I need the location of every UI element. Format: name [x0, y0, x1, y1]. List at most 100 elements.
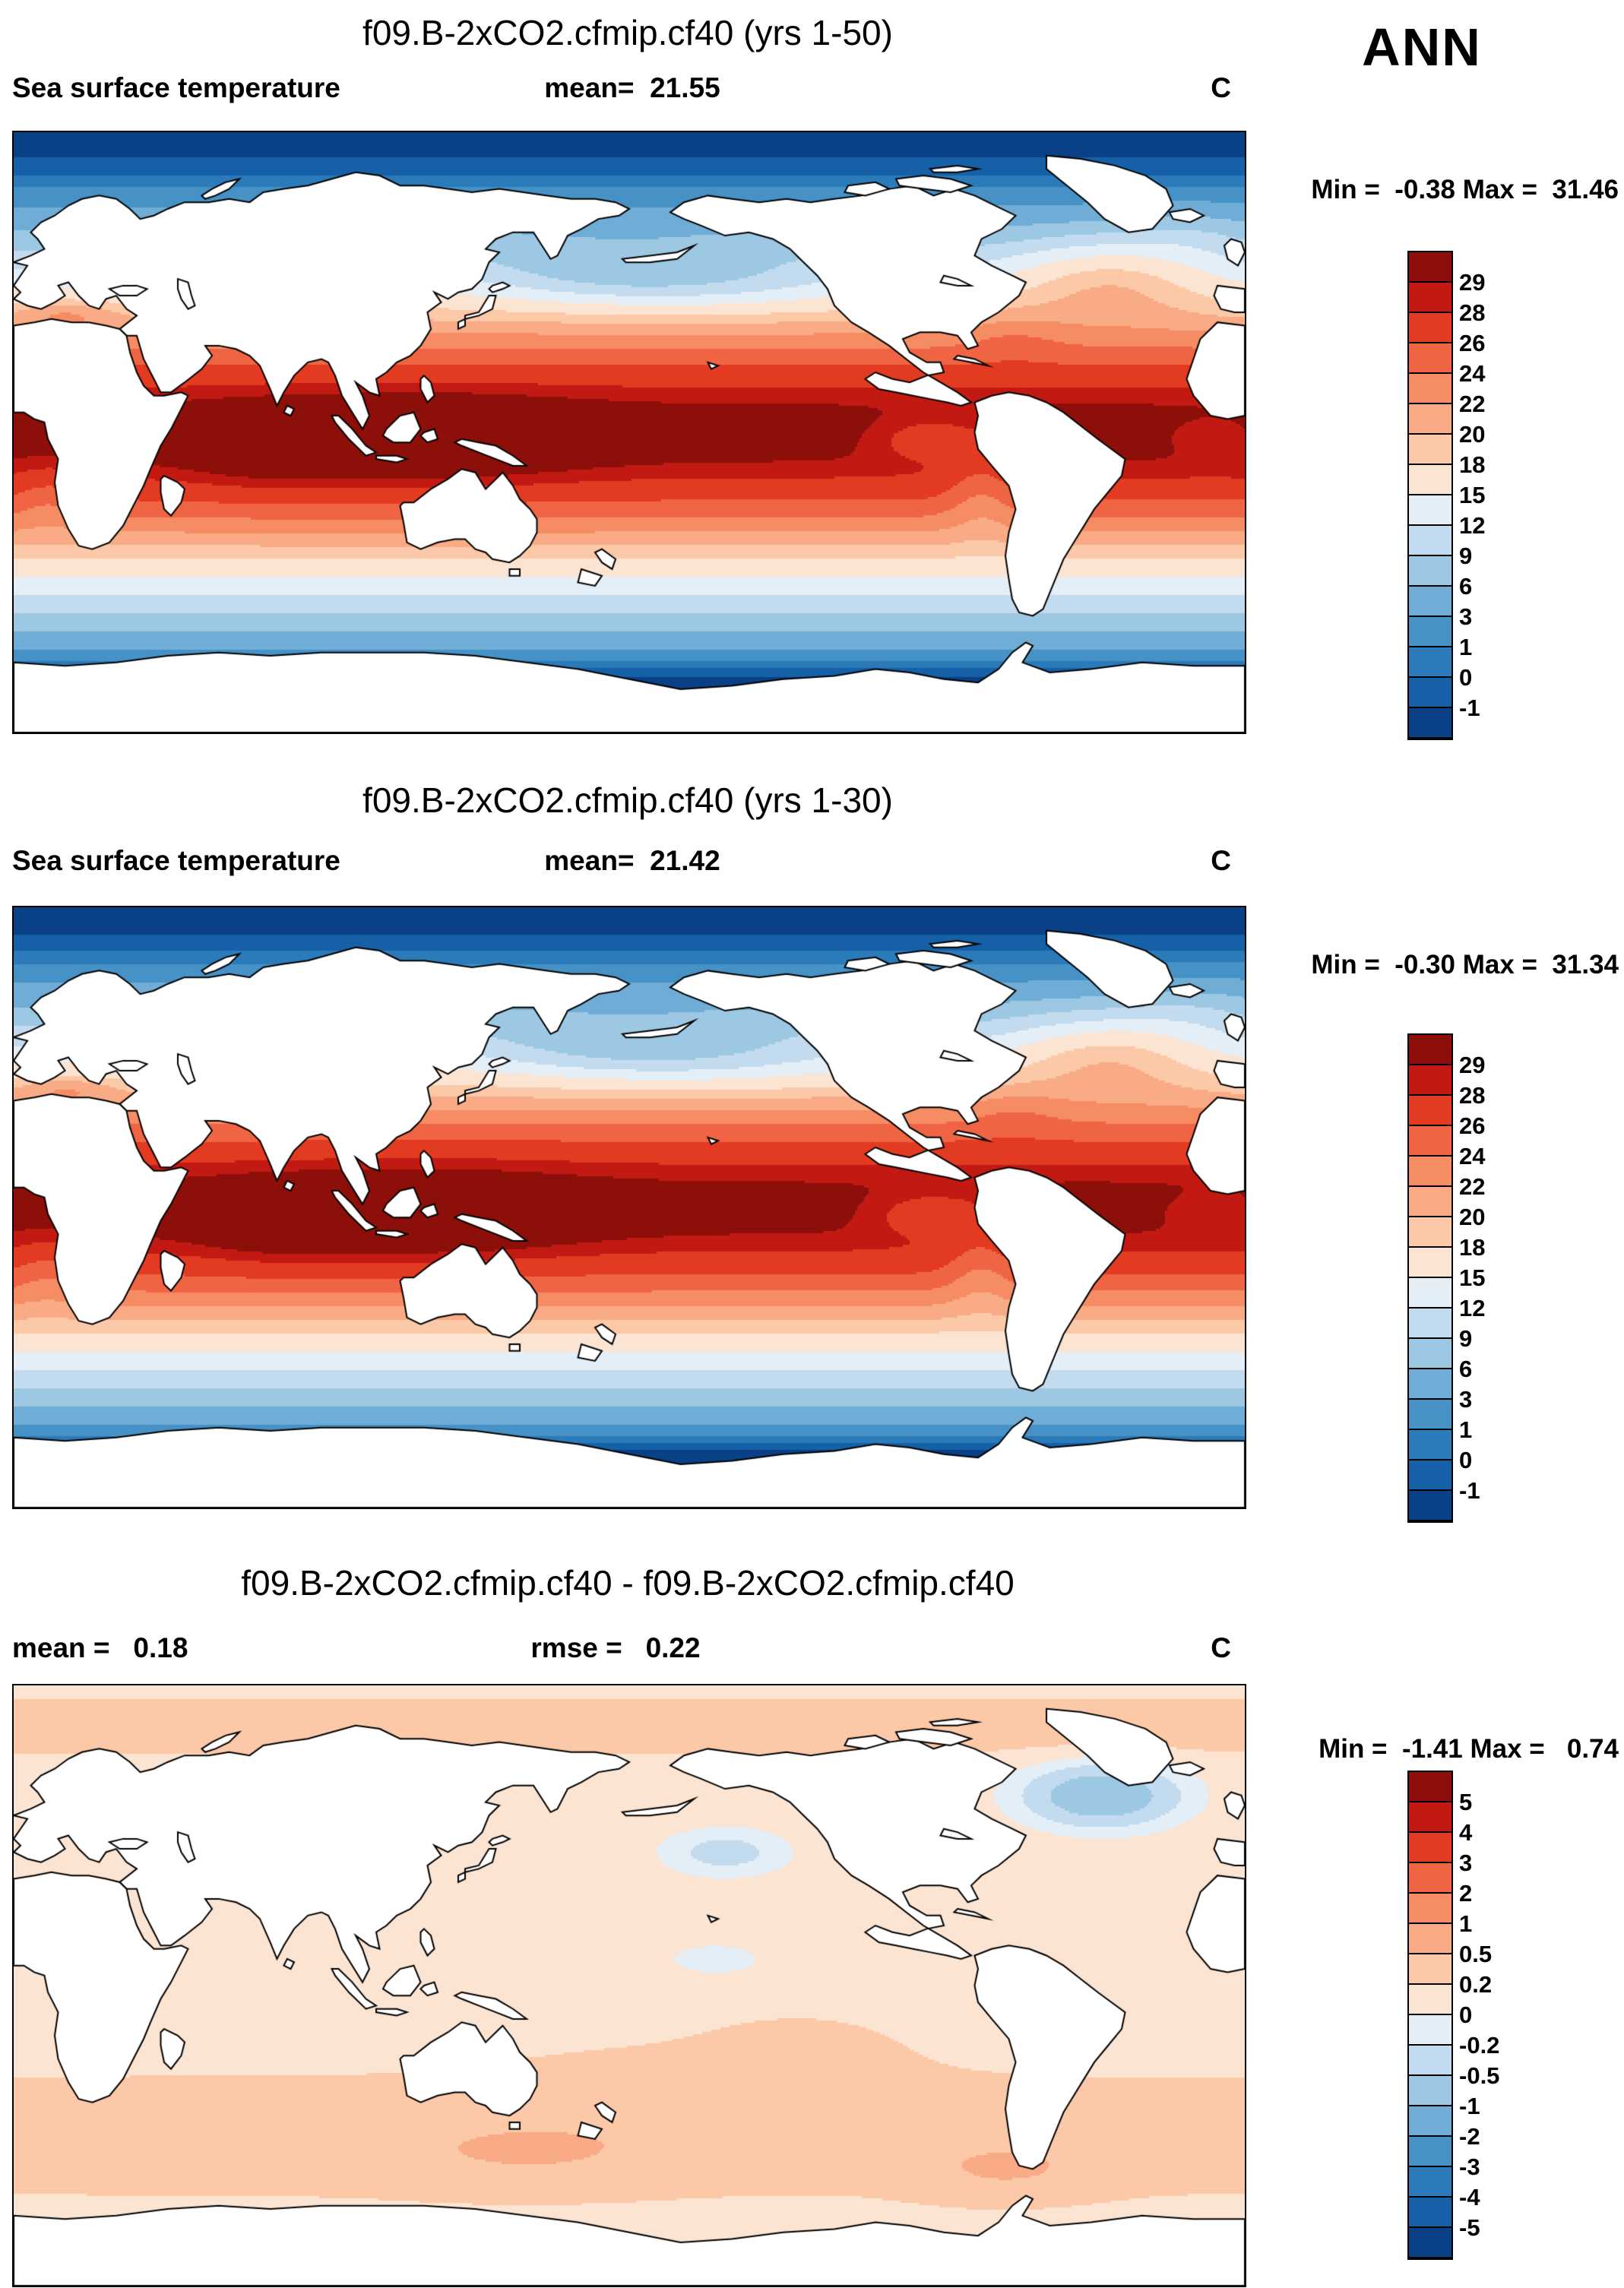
colorbar-tick-label: 3: [1459, 1850, 1473, 1876]
colorbar-tick-label: 6: [1459, 1356, 1473, 1382]
colorbar-tick-label: 29: [1459, 269, 1486, 296]
colorbar-cell: [1409, 1309, 1451, 1339]
colorbar-tick-label: 3: [1459, 603, 1473, 630]
colorbar-cell: [1409, 647, 1451, 678]
colorbar-cell: [1409, 1248, 1451, 1278]
colorbar-cell: [1409, 374, 1451, 404]
colorbar-tick-label: 28: [1459, 1082, 1486, 1109]
colorbar-tick-label: -2: [1459, 2123, 1480, 2150]
colorbar-cell: [1409, 1096, 1451, 1126]
colorbar-tick-label: -5: [1459, 2214, 1480, 2241]
colorbar-cell: [1409, 1802, 1451, 1833]
colorbar-cell: [1409, 2046, 1451, 2076]
colorbar-tick-label: 28: [1459, 299, 1486, 326]
colorbar-tick-label: 0.5: [1459, 1941, 1493, 1967]
colorbar-tick-label: 0: [1459, 664, 1473, 691]
panel3-rmse-stat: rmse = 0.22: [530, 1632, 701, 1663]
colorbar-tick-label: 9: [1459, 1325, 1473, 1352]
colorbar-cell: [1409, 617, 1451, 647]
season-label: ANN: [1362, 17, 1482, 77]
panel1-sst-map: [12, 131, 1246, 734]
colorbar-cell: [1409, 1217, 1451, 1248]
colorbar-tick-label: 26: [1459, 1112, 1486, 1139]
panel3-mean-stat: mean = 0.18: [12, 1632, 188, 1663]
panel2-colorbar: 29 28 26 24 22 20 18 15 12 9 6 3 1 0 -1: [1407, 1033, 1485, 1523]
colorbar-tick-label: -3: [1459, 2154, 1480, 2180]
colorbar-cell: [1409, 343, 1451, 374]
colorbar-tick-label: 24: [1459, 360, 1486, 387]
colorbar-tick-label: -4: [1459, 2184, 1480, 2210]
colorbar-cell: [1409, 556, 1451, 587]
colorbar-tick-label: 5: [1459, 1789, 1473, 1815]
colorbar-cell: [1409, 526, 1451, 556]
colorbar-tick-label: 18: [1459, 451, 1486, 478]
panel1-colorbar: 29 28 26 24 22 20 18 15 12 9 6 3 1 0 -1: [1407, 251, 1485, 740]
colorbar-cell: [1409, 1833, 1451, 1863]
panel2-title: f09.B-2xCO2.cfmip.cf40 (yrs 1-30): [362, 780, 893, 820]
panel2-variable-label: Sea surface temperature: [12, 845, 340, 876]
colorbar-cell: [1409, 1369, 1451, 1400]
colorbar-tick-label: 15: [1459, 482, 1486, 508]
colorbar-tick-label: 12: [1459, 512, 1486, 539]
colorbar-tick-label: -1: [1459, 2093, 1480, 2119]
colorbar-cell: [1409, 587, 1451, 617]
colorbar-tick-label: 0.2: [1459, 1971, 1493, 1998]
panel1-title: f09.B-2xCO2.cfmip.cf40 (yrs 1-50): [362, 13, 893, 52]
panel2-units-label: C: [1211, 845, 1231, 876]
colorbar-cell: [1409, 465, 1451, 495]
colorbar-tick-label: 4: [1459, 1819, 1473, 1846]
colorbar-tick-label: 22: [1459, 1173, 1486, 1200]
panel3-colorbar: 5 4 3 2 1 0.5 0.2 0 -0.2 -0.5 -1 -2 -3 -4 -5: [1407, 1771, 1499, 2260]
colorbar-cell: [1409, 435, 1451, 465]
colorbar-cell: [1409, 1126, 1451, 1157]
colorbar-cell: [1409, 1985, 1451, 2015]
colorbar-tick-label: 24: [1459, 1143, 1486, 1169]
colorbar-cell: [1409, 1187, 1451, 1217]
colorbar-cell: [1409, 678, 1451, 708]
colorbar-tick-label: 18: [1459, 1234, 1486, 1261]
colorbar-cell: [1409, 1400, 1451, 1430]
colorbar-tick-label: 6: [1459, 573, 1473, 600]
colorbar-tick-label: -0.5: [1459, 2062, 1500, 2089]
colorbar-cell: [1409, 1894, 1451, 1924]
panel3-minmax: Min = -1.41 Max = 0.74: [1319, 1734, 1619, 1764]
colorbar-tick-label: 3: [1459, 1386, 1473, 1413]
colorbar-tick-label: 12: [1459, 1295, 1486, 1321]
colorbar-tick-label: 20: [1459, 1204, 1486, 1230]
colorbar-cell: [1409, 1065, 1451, 1096]
colorbar-cell: [1409, 1035, 1451, 1065]
colorbar-cell: [1409, 1954, 1451, 1985]
colorbar-cell: [1409, 2106, 1451, 2137]
colorbar-tick-label: 26: [1459, 330, 1486, 356]
colorbar-cell: [1409, 2015, 1451, 2046]
panel1-variable-label: Sea surface temperature: [12, 72, 340, 103]
panel2-sst-map: [12, 906, 1246, 1509]
panel1-mean-stat: mean= 21.55: [544, 72, 720, 103]
colorbar-cell: [1409, 283, 1451, 313]
colorbar-cell: [1409, 1491, 1451, 1521]
colorbar-cell: [1409, 708, 1451, 739]
colorbar-tick-label: -0.2: [1459, 2032, 1500, 2059]
colorbar-tick-label: 20: [1459, 421, 1486, 448]
colorbar-tick-label: 1: [1459, 1416, 1473, 1443]
panel2-minmax: Min = -0.30 Max = 31.34: [1311, 950, 1619, 979]
panel3-units-label: C: [1211, 1632, 1231, 1663]
colorbar-cell: [1409, 2076, 1451, 2106]
colorbar-cell: [1409, 313, 1451, 343]
colorbar-tick-label: 1: [1459, 1910, 1473, 1937]
colorbar-tick-label: 29: [1459, 1052, 1486, 1078]
colorbar-tick-label: -1: [1459, 695, 1480, 721]
colorbar-tick-label: 2: [1459, 1880, 1473, 1907]
colorbar-cell: [1409, 404, 1451, 435]
colorbar-cell: [1409, 1924, 1451, 1954]
colorbar-cell: [1409, 1278, 1451, 1309]
panel3-title: f09.B-2xCO2.cfmip.cf40 - f09.B-2xCO2.cfm…: [241, 1563, 1015, 1603]
colorbar-cell: [1409, 2228, 1451, 2258]
colorbar-tick-label: 15: [1459, 1264, 1486, 1291]
colorbar-tick-label: 0: [1459, 1447, 1473, 1473]
colorbar-cell: [1409, 1430, 1451, 1460]
colorbar-tick-label: 0: [1459, 2002, 1473, 2028]
colorbar-cell: [1409, 2137, 1451, 2167]
colorbar-cell: [1409, 1863, 1451, 1894]
